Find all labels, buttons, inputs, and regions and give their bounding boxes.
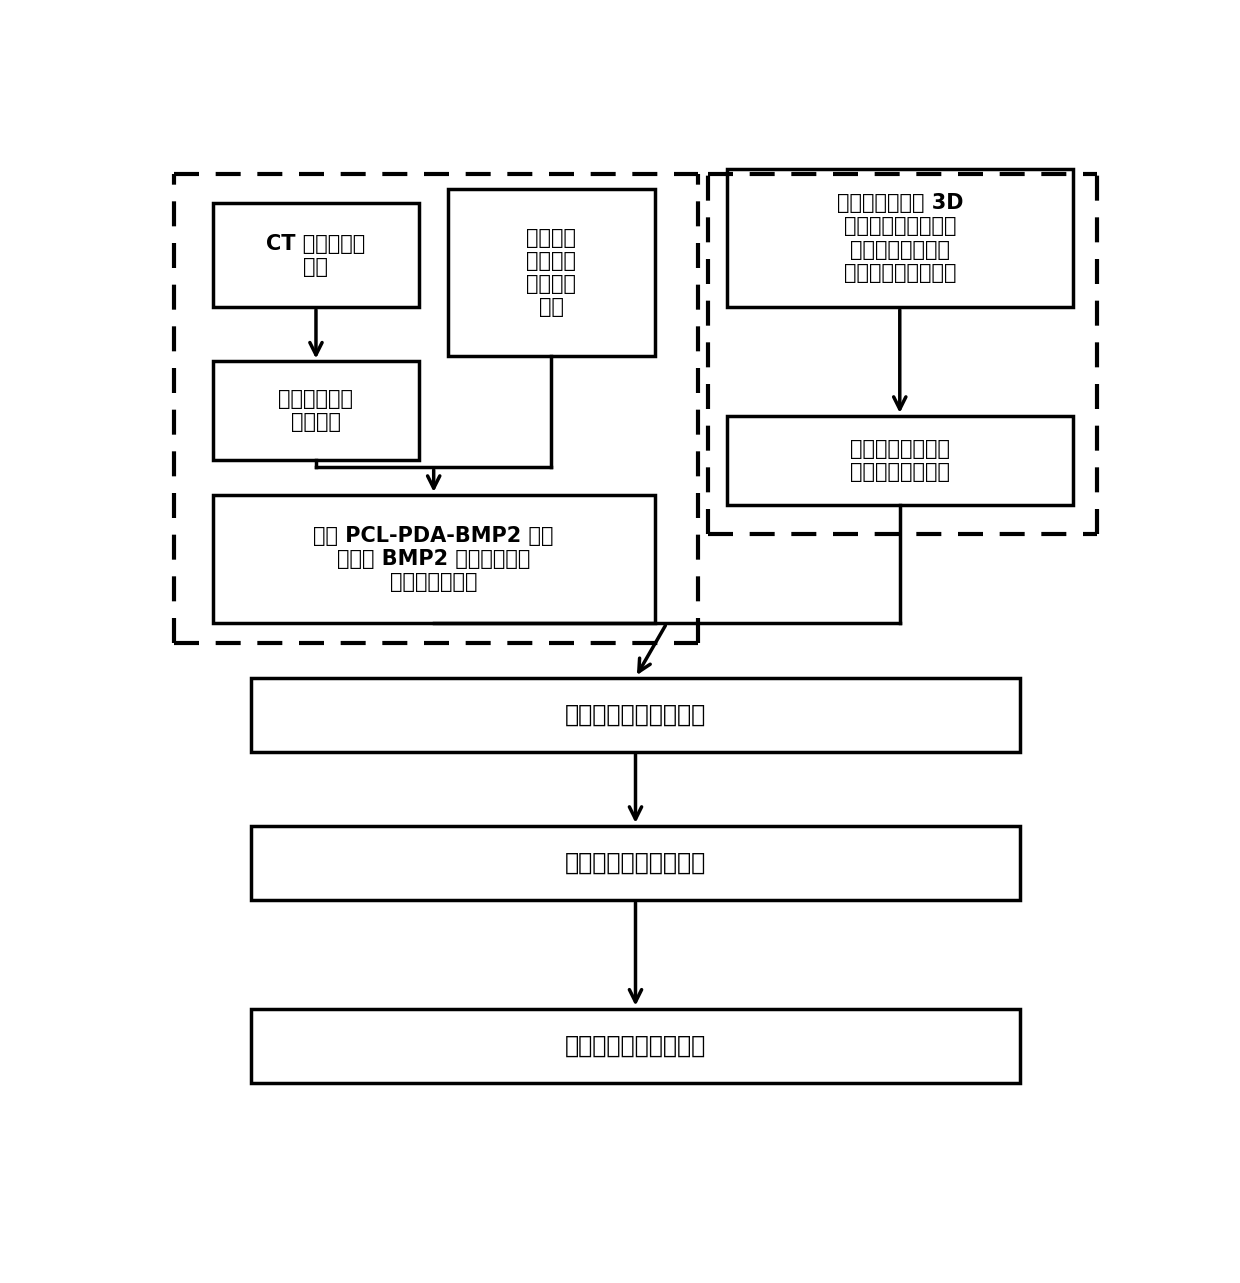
Text: 软件设计所需
支架形状: 软件设计所需 支架形状 xyxy=(279,389,353,432)
FancyBboxPatch shape xyxy=(213,362,419,461)
Text: 综合评价
骨缺损的
病情严重
程度: 综合评价 骨缺损的 病情严重 程度 xyxy=(527,227,577,317)
FancyBboxPatch shape xyxy=(250,826,1019,899)
FancyBboxPatch shape xyxy=(213,204,419,307)
FancyBboxPatch shape xyxy=(213,495,655,624)
FancyBboxPatch shape xyxy=(250,1008,1019,1083)
Text: 支架置入后促进骨生长: 支架置入后促进骨生长 xyxy=(565,703,706,726)
FancyBboxPatch shape xyxy=(727,169,1073,307)
FancyBboxPatch shape xyxy=(448,189,655,357)
Text: 最终实现骨缺损的修复: 最终实现骨缺损的修复 xyxy=(565,1034,706,1057)
Text: CT 扫描骨缺损
部位: CT 扫描骨缺损 部位 xyxy=(267,234,366,277)
Text: 设计 PCL-PDA-BMP2 支架
（支架 BMP2 释放、外形、
微结构、成分）: 设计 PCL-PDA-BMP2 支架 （支架 BMP2 释放、外形、 微结构、成… xyxy=(314,526,554,593)
FancyBboxPatch shape xyxy=(727,416,1073,504)
Text: 支架降解、骨组织长入: 支架降解、骨组织长入 xyxy=(565,851,706,875)
FancyBboxPatch shape xyxy=(250,677,1019,752)
Text: 制作若干通用化 3D
打印支架（固定的力
学强度、规则的外
形、微结构、成分）: 制作若干通用化 3D 打印支架（固定的力 学强度、规则的外 形、微结构、成分） xyxy=(837,194,963,282)
Text: 根据病情选择使用
支架的大小与数量: 根据病情选择使用 支架的大小与数量 xyxy=(849,439,950,482)
